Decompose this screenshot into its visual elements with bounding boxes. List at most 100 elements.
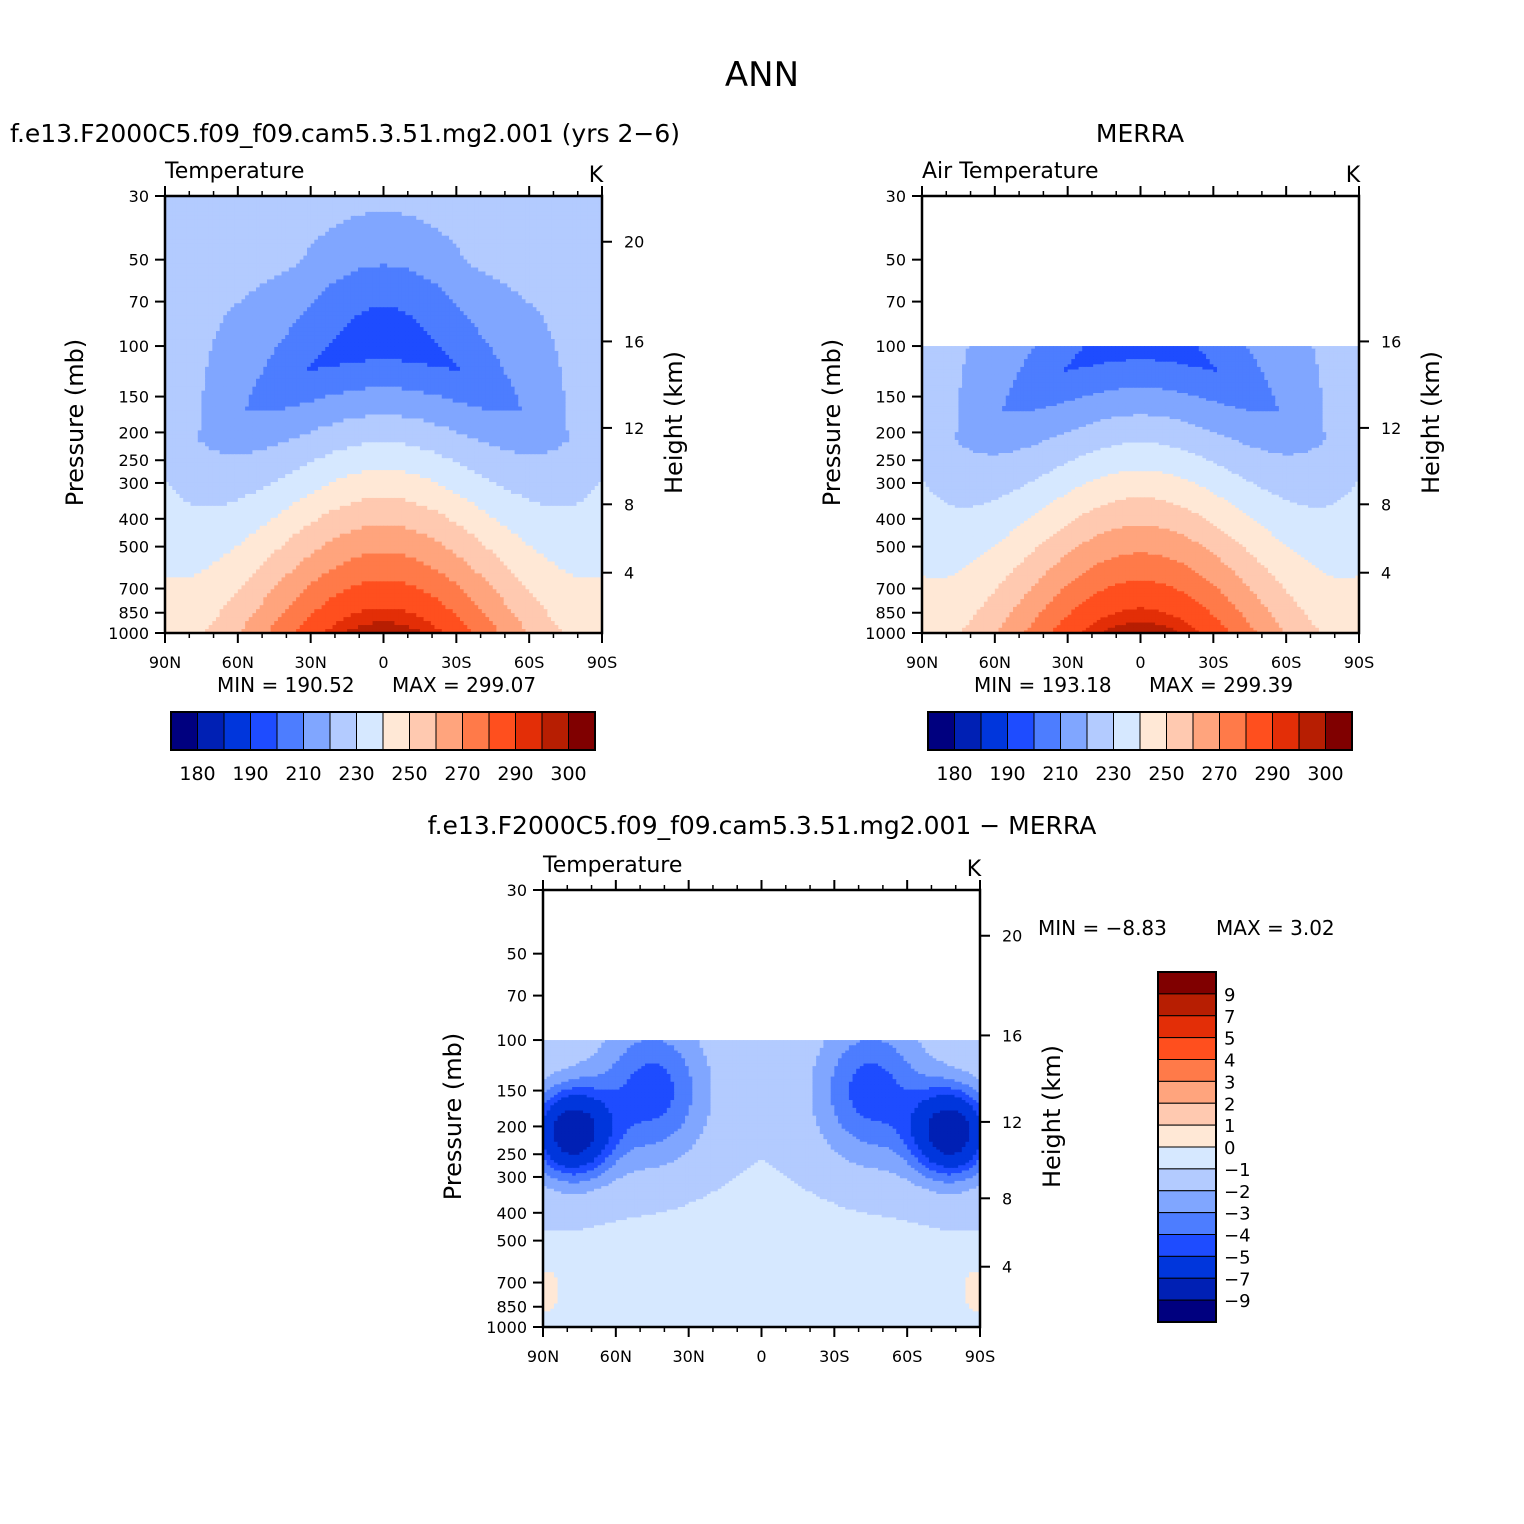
panel-model-cell [183,275,187,280]
panel-model-cell [595,264,599,269]
panel-model-cell [241,299,245,304]
panel-model-cell [333,283,337,288]
panel-model-cell [482,208,486,213]
panel-model-cell [358,256,362,261]
panel-model-cell [354,264,358,269]
panel-model-cell [540,275,544,280]
panel-model-cell [507,291,511,296]
panel-model-cell [296,244,300,249]
panel-model-cell [496,264,500,269]
panel-model-cell [252,248,256,253]
panel-model-cell [434,232,438,237]
panel-model-cell [285,220,289,225]
panel-model-cell [216,291,220,296]
panel-model-cell [231,204,235,209]
panel-model-cell [500,283,504,288]
panel-model-cell [577,283,581,288]
panel-model-cell [271,216,275,221]
panel-model-cell [522,275,526,280]
panel-model-cell [420,244,424,249]
panel-model-cell [555,216,559,221]
panel-model-cell [595,244,599,249]
panel-model-cell [566,271,570,276]
panel-model-cell [427,279,431,284]
panel-model-cell [296,212,300,217]
panel-model-cell [562,216,566,221]
panel-model-cell [558,224,562,229]
panel-model-cell [333,256,337,261]
panel-model-cell [329,268,333,273]
panel-model-cell [223,232,227,237]
panel-model-cell [467,204,471,209]
panel-model-cell [223,287,227,292]
panel-model-cell [587,212,591,217]
panel-model-cell [420,271,424,276]
panel-model-cell [558,264,562,269]
panel-model-cell [445,279,449,284]
panel-model-cell [544,232,548,237]
panel-model-cell [558,271,562,276]
panel-model-cell [595,212,599,217]
panel-model-cell [362,275,366,280]
panel-model-cell [241,275,245,280]
panel-model-cell [296,208,300,213]
panel-model-cell [194,291,198,296]
panel-model-cell [460,212,464,217]
panel-model-cell [566,236,570,241]
panel-model-cell [231,252,235,257]
panel-model-cell [227,220,231,225]
panel-model-cell [322,275,326,280]
panel-model-cell [413,212,417,217]
panel-model-cell [369,287,373,292]
panel-model-cell [333,244,337,249]
panel-model-cell [176,220,180,225]
panel-model-cell [303,232,307,237]
panel-model-cell [475,204,479,209]
panel-model-cell [263,295,267,300]
panel-model-cell [282,236,286,241]
panel-model-cell [340,279,344,284]
panel-model-cell [252,271,256,276]
panel-model-cell [449,283,453,288]
panel-model-cell [296,271,300,276]
panel-model-cell [241,216,245,221]
panel-model-cell [511,268,515,273]
panel-model-cell [241,228,245,233]
panel-model-cell [238,216,242,221]
panel-model-cell [231,260,235,265]
panel-model-cell [460,295,464,300]
panel-model-cell [376,240,380,245]
panel-model-cell [409,271,413,276]
panel-model-cell [343,228,347,233]
panel-model-cell [260,279,264,284]
panel-model-cell [278,295,282,300]
panel-model-cell [201,208,205,213]
panel-model-cell [209,216,213,221]
panel-model-cell [373,220,377,225]
panel-model-cell [325,283,329,288]
panel-model-cell [296,224,300,229]
panel-model-cell [311,228,315,233]
panel-model-cell [580,236,584,241]
panel-model-cell [391,220,395,225]
panel-model-cell [365,283,369,288]
panel-model-cell [434,244,438,249]
panel-model-cell [580,256,584,261]
panel-model-cell [522,244,526,249]
panel-model-cell [325,208,329,213]
panel-model-cell [533,256,537,261]
panel-model-cell [394,220,398,225]
panel-model-cell [373,232,377,237]
panel-model-cell [555,232,559,237]
panel-model-cell [318,240,322,245]
panel-model-cell [478,283,482,288]
panel-model-cell [365,220,369,225]
panel-model-cell [278,264,282,269]
panel-model-cell [325,244,329,249]
panel-model-cell [260,208,264,213]
panel-model-cell [449,275,453,280]
panel-model-cell [325,275,329,280]
panel-model-cell [314,252,318,257]
panel-model-cell [569,295,573,300]
panel-model-cell [478,248,482,253]
